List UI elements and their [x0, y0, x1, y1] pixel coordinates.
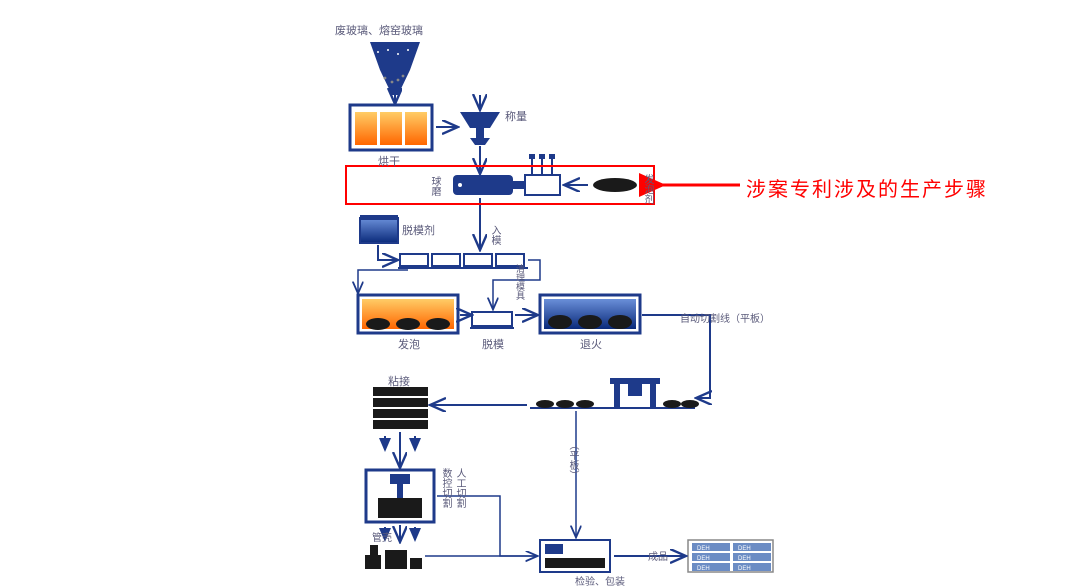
label-ballmill: 球磨 [427, 176, 442, 196]
label-flatboard: （平板） [565, 440, 580, 480]
label-release: 脱模剂 [402, 222, 435, 238]
node-pallet: DEH DEH DEH DEH DEH DEH [688, 540, 773, 572]
flow-svg: DEH DEH DEH DEH DEH DEH [0, 0, 1080, 586]
label-top-input: 废玻璃、熔窑玻璃 [335, 22, 423, 38]
highlight-box [345, 165, 655, 205]
node-foam [358, 295, 458, 333]
label-finished: 成品 [648, 548, 668, 563]
svg-text:DEH: DEH [738, 556, 751, 562]
svg-text:DEH: DEH [697, 566, 710, 572]
flowchart-canvas: DEH DEH DEH DEH DEH DEH [0, 0, 1080, 586]
node-gantry [530, 378, 699, 408]
label-foam: 发泡 [398, 336, 420, 352]
node-demold [470, 312, 514, 328]
label-intomold: 入模 [487, 225, 502, 245]
node-pipes [365, 545, 422, 569]
deh-text: DEH [697, 546, 710, 552]
node-bonding [373, 387, 428, 429]
label-foamagent: 发泡剂 [640, 174, 655, 204]
label-cnccut: 数控切割 [438, 468, 453, 508]
label-cleanmold: 清理模具 [514, 264, 527, 300]
label-anneal: 退火 [580, 336, 602, 352]
svg-text:DEH: DEH [738, 546, 751, 552]
label-manualcut: 人工切割 [452, 468, 467, 508]
node-inspect [540, 540, 610, 572]
svg-text:DEH: DEH [738, 566, 751, 572]
label-weighing: 称量 [505, 108, 527, 124]
node-molds [398, 254, 528, 268]
label-bonding: 粘接 [388, 373, 410, 389]
callout-text: 涉案专利涉及的生产步骤 [746, 173, 988, 202]
node-anneal [540, 295, 640, 333]
node-release [360, 215, 398, 243]
label-demold: 脱模 [482, 336, 504, 352]
label-pipe: 管壳 [372, 529, 392, 544]
label-drying: 烘干 [378, 153, 400, 169]
svg-text:DEH: DEH [697, 556, 710, 562]
node-weigh [460, 112, 500, 145]
node-hopper [370, 42, 420, 95]
label-autocut: 自动切割线（平板） [680, 310, 770, 325]
node-dryer [350, 105, 432, 150]
node-cnc [366, 470, 434, 522]
